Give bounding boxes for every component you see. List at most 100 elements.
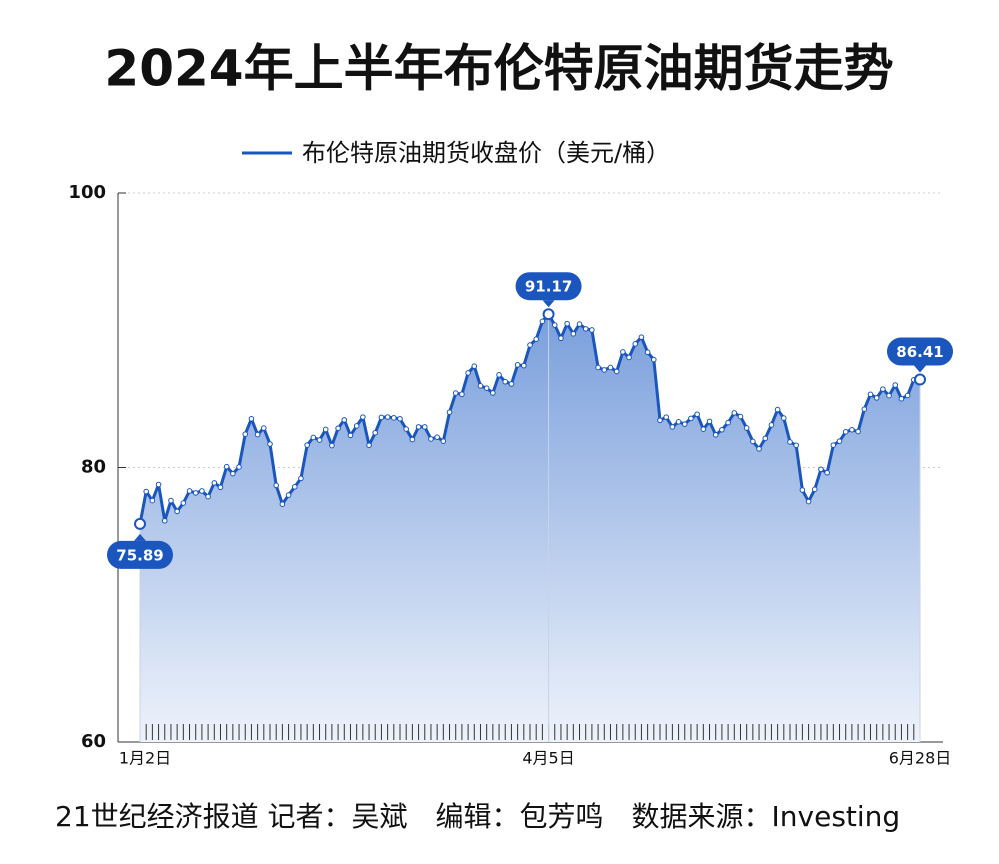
point (403, 426, 409, 432)
point (663, 414, 669, 420)
point (719, 426, 725, 433)
point (161, 517, 168, 524)
point (267, 441, 273, 447)
point (700, 426, 707, 433)
point (149, 497, 156, 504)
point (799, 487, 806, 493)
point (886, 392, 892, 399)
point (542, 308, 555, 321)
point (914, 373, 926, 386)
point (298, 475, 304, 482)
point (570, 331, 577, 337)
point (781, 415, 787, 421)
point (230, 470, 236, 477)
point (446, 409, 453, 415)
point (459, 391, 465, 398)
point (310, 434, 317, 441)
point (601, 367, 608, 373)
callout-pointer (542, 300, 555, 308)
point (285, 492, 292, 498)
point (725, 419, 731, 426)
point (533, 336, 539, 342)
point (842, 429, 849, 435)
point (743, 425, 750, 431)
point (626, 354, 632, 361)
point (607, 364, 614, 371)
point (811, 486, 818, 493)
point (774, 406, 781, 413)
source: 21世纪经济报道 记者：吴斌 编辑：包芳鸣 数据来源：Investing (55, 800, 900, 833)
point (762, 435, 769, 442)
point (291, 484, 298, 490)
point (261, 425, 267, 431)
point (576, 321, 583, 327)
point (477, 383, 484, 389)
callout (107, 540, 173, 569)
point (335, 425, 341, 432)
point (168, 497, 174, 504)
callout (887, 337, 953, 366)
data-label: 91.17 (525, 278, 572, 296)
point (904, 392, 911, 399)
point (384, 414, 391, 420)
point (805, 498, 812, 505)
data-label: 75.89 (116, 546, 163, 564)
point (681, 421, 688, 427)
point (861, 406, 868, 412)
point (651, 356, 657, 363)
point (880, 386, 886, 392)
point (428, 436, 434, 442)
point (471, 363, 478, 370)
point (236, 464, 242, 470)
point (768, 422, 775, 428)
point (756, 446, 762, 452)
point (644, 349, 651, 356)
point (134, 517, 146, 530)
point (409, 436, 416, 443)
point (830, 442, 837, 448)
y-tick-label: 100 (68, 182, 106, 203)
point (595, 364, 601, 371)
point (787, 439, 793, 445)
point (496, 372, 502, 378)
point (217, 484, 224, 491)
point (613, 368, 620, 375)
point (378, 414, 385, 421)
point (669, 424, 676, 430)
y-tick-label: 80 (81, 457, 106, 478)
x-tick-label: 1月2日 (119, 749, 171, 768)
callout-pointer (134, 533, 146, 541)
point (490, 390, 496, 396)
point (205, 493, 211, 500)
point (341, 417, 348, 423)
point (273, 482, 279, 489)
x-tick-label: 6月28日 (889, 749, 952, 768)
point (527, 342, 533, 348)
point (465, 370, 471, 376)
point (304, 442, 310, 448)
point (675, 418, 682, 425)
point (347, 432, 354, 439)
point (192, 490, 199, 496)
point (539, 318, 546, 325)
point (521, 362, 527, 369)
point (199, 488, 205, 494)
point (174, 508, 180, 515)
point (694, 411, 700, 418)
point (855, 428, 861, 435)
point (818, 466, 824, 473)
point (186, 488, 193, 494)
point (731, 410, 738, 416)
data-label: 86.41 (896, 343, 943, 361)
point (329, 442, 335, 449)
area (140, 314, 920, 742)
point (706, 418, 713, 425)
point (508, 381, 515, 387)
point (452, 390, 459, 396)
point (397, 415, 403, 422)
point (793, 442, 799, 449)
point (712, 432, 719, 438)
point (223, 463, 230, 470)
point (155, 481, 162, 488)
